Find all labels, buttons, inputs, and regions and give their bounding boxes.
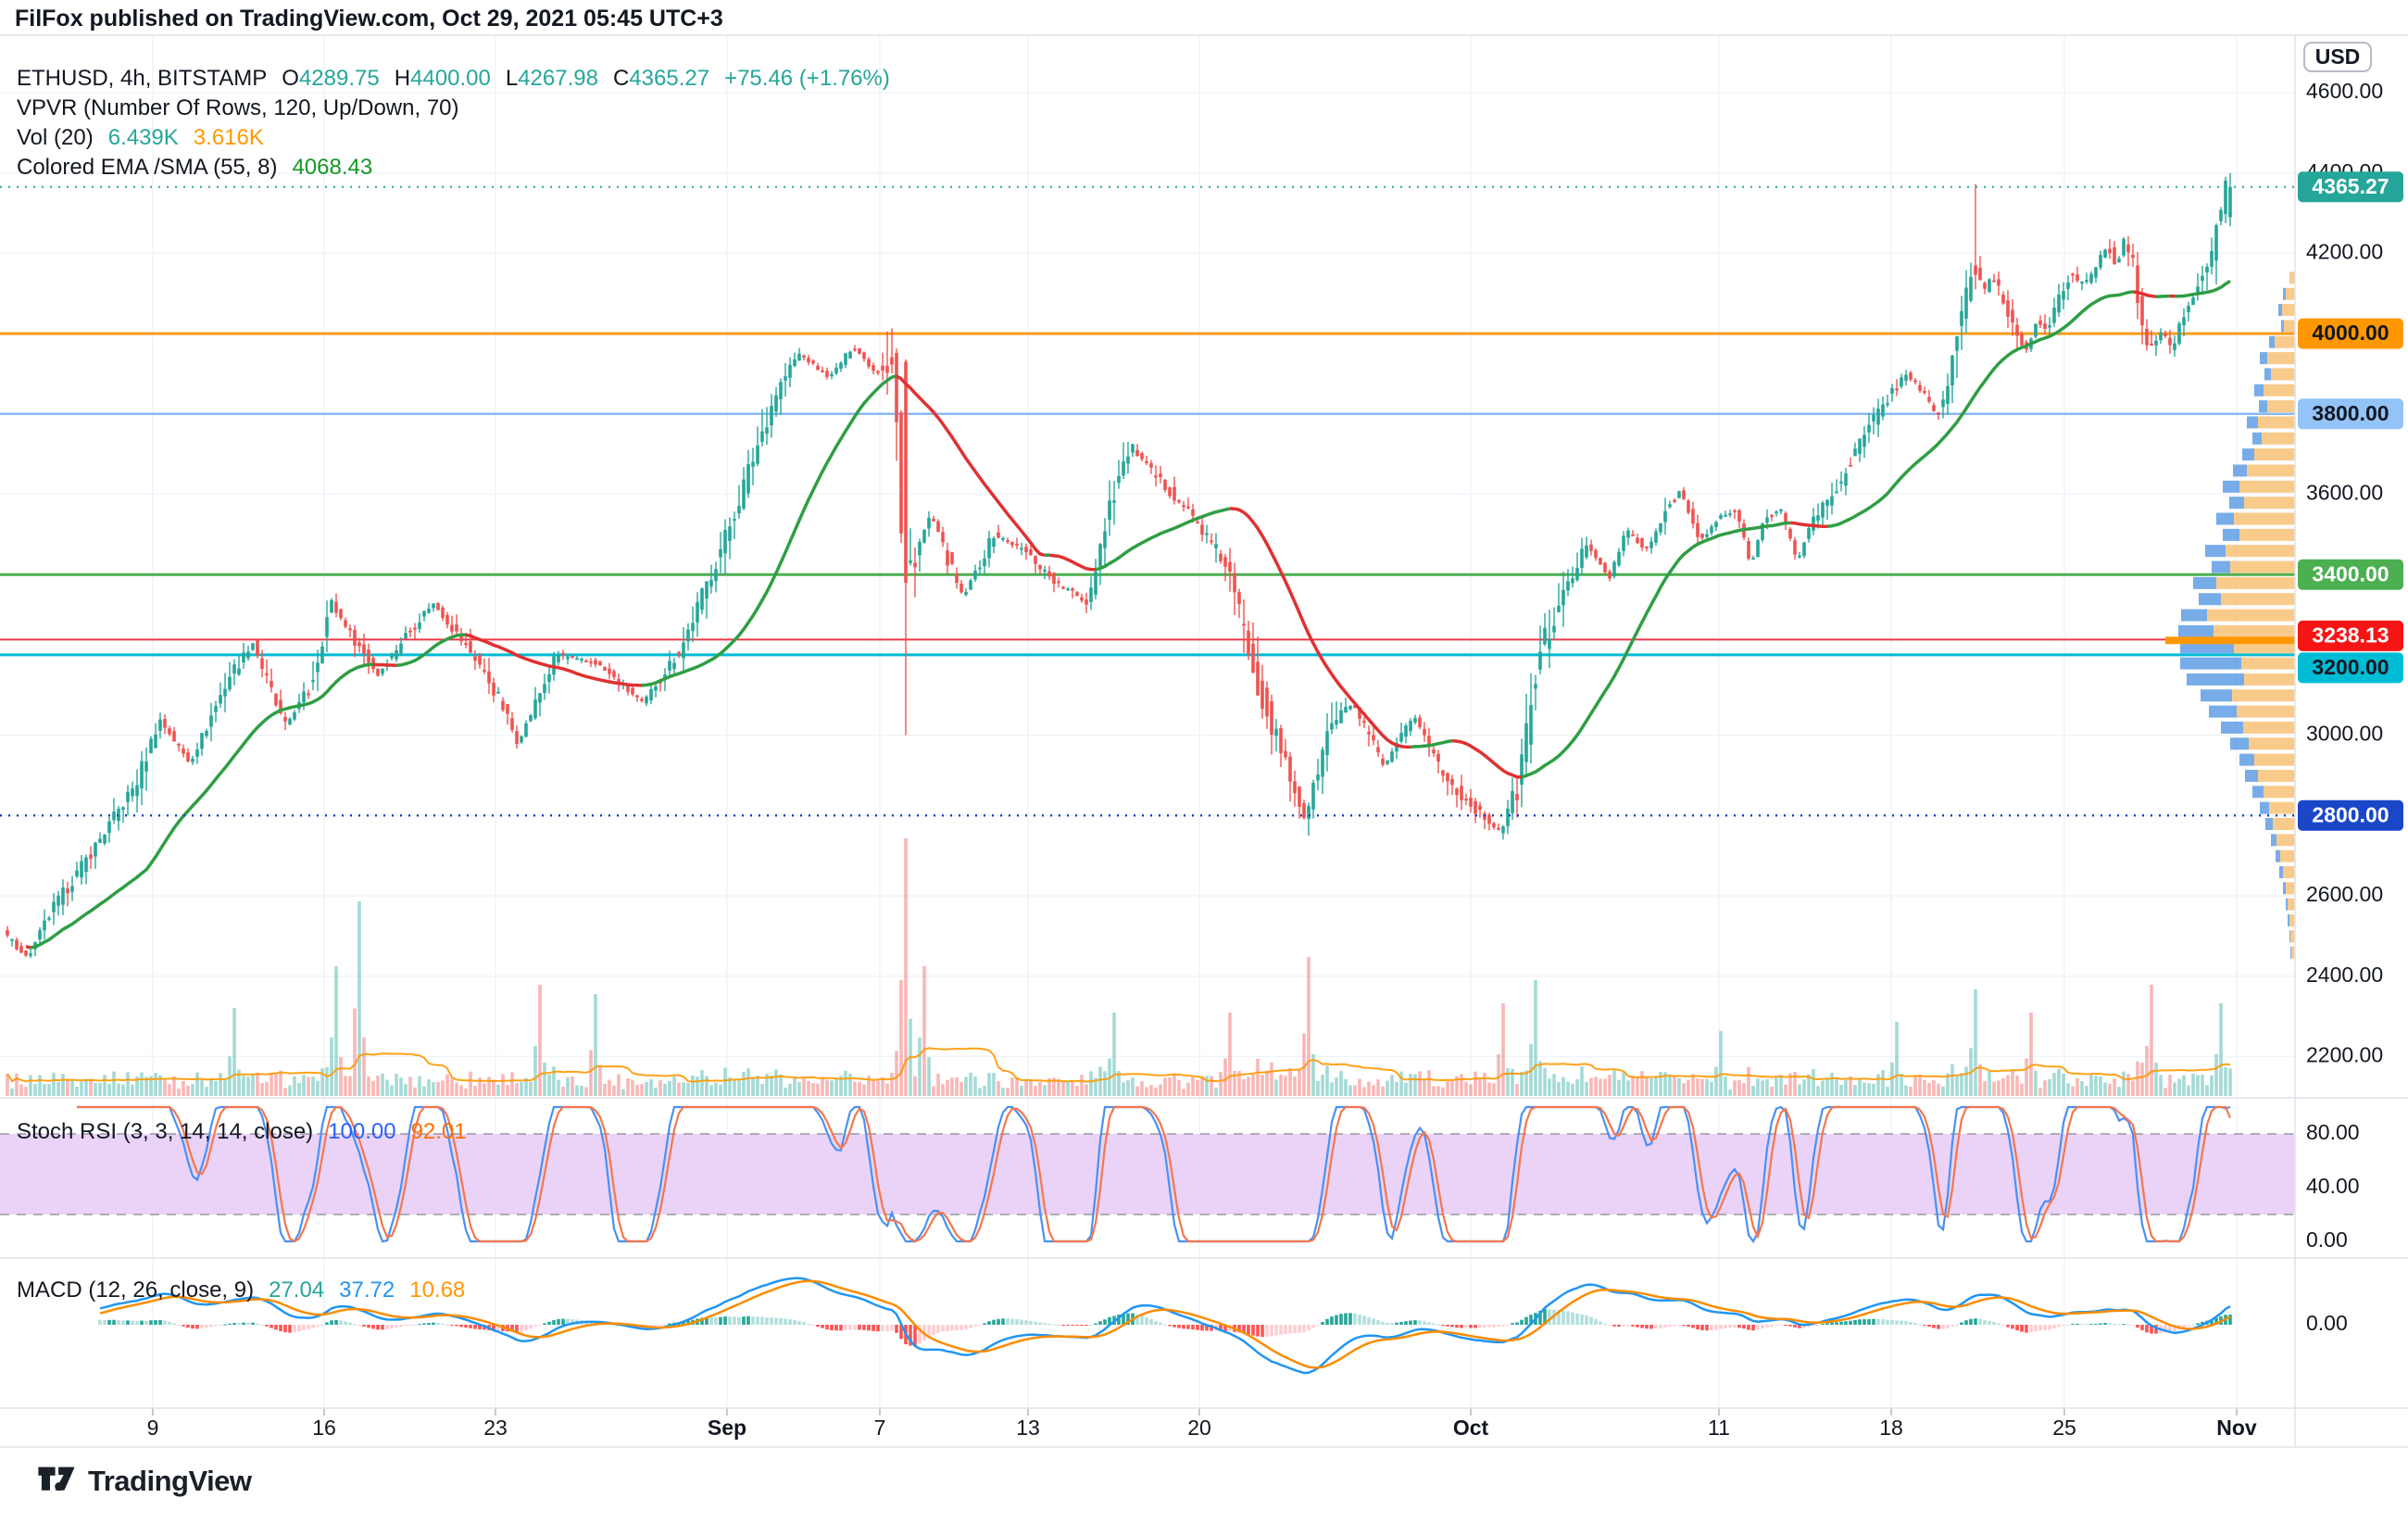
time-axis-label: Sep xyxy=(708,1416,746,1440)
time-axis[interactable] xyxy=(0,1408,2295,1447)
time-axis-label: 11 xyxy=(1708,1416,1730,1440)
time-axis-label: Nov xyxy=(2216,1416,2257,1440)
price-badge-label: 4365.27 xyxy=(2312,174,2389,198)
time-axis-label: 9 xyxy=(147,1416,159,1440)
price-tick-label: 2400.00 xyxy=(2306,963,2383,987)
published-header: FilFox published on TradingView.com, Oct… xyxy=(15,6,723,31)
vol-ma-value: 3.616K xyxy=(193,125,264,150)
price-badge-label: 3400.00 xyxy=(2312,561,2389,585)
price-tick-label: 4200.00 xyxy=(2306,239,2383,263)
price-level-badge xyxy=(2298,318,2403,349)
price-badge-label: 3200.00 xyxy=(2312,655,2389,679)
stoch-k-value: 100.00 xyxy=(328,1119,396,1144)
price-badge-label: 4000.00 xyxy=(2312,321,2389,345)
price-badge-label: 2800.00 xyxy=(2312,802,2389,826)
ohlc-low: L4267.98 xyxy=(505,66,598,91)
ema-indicator-label: Colored EMA /SMA (55, 8) xyxy=(17,155,278,180)
stoch-tick-label: 80.00 xyxy=(2306,1120,2360,1144)
macd-line-value: 37.72 xyxy=(339,1278,395,1303)
price-tick-label: 3000.00 xyxy=(2306,722,2383,746)
symbol-title: ETHUSD, 4h, BITSTAMP xyxy=(17,66,268,91)
macd-label: MACD (12, 26, close, 9) xyxy=(17,1278,255,1303)
main-legend-row-symbol[interactable]: ETHUSD, 4h, BITSTAMP O4289.75 H4400.00 L… xyxy=(17,66,890,92)
stoch-tick-label: 0.00 xyxy=(2306,1227,2348,1252)
price-badge-label: 3800.00 xyxy=(2312,401,2389,425)
ohlc-high: H4400.00 xyxy=(394,66,491,91)
macd-legend[interactable]: MACD (12, 26, close, 9) 27.04 37.72 10.6… xyxy=(17,1278,465,1303)
tradingview-glyph xyxy=(38,1466,75,1492)
main-legend-row-ema[interactable]: Colored EMA /SMA (55, 8) 4068.43 xyxy=(17,155,372,181)
tradingview-logo[interactable]: TradingView xyxy=(37,1464,252,1499)
vol-value: 6.439K xyxy=(107,125,179,150)
stoch-tick-label: 40.00 xyxy=(2306,1174,2360,1198)
ohlc-open: O4289.75 xyxy=(282,66,380,91)
price-badge-label: 3238.13 xyxy=(2312,623,2389,647)
stoch-rsi-legend[interactable]: Stoch RSI (3, 3, 14, 14, close) 100.00 9… xyxy=(17,1119,467,1145)
price-level-badge xyxy=(2298,559,2403,590)
price-level-badge xyxy=(2298,652,2403,684)
stoch-rsi-label: Stoch RSI (3, 3, 14, 14, close) xyxy=(17,1119,314,1144)
ohlc-close: C4365.27 xyxy=(612,66,710,91)
time-axis-label: 16 xyxy=(312,1416,336,1440)
time-axis-label: 23 xyxy=(483,1416,508,1440)
price-tick-label: 2600.00 xyxy=(2306,882,2383,906)
main-legend-row-vpvr[interactable]: VPVR (Number Of Rows, 120, Up/Down, 70) xyxy=(17,95,459,121)
main-legend-row-vol[interactable]: Vol (20) 6.439K 3.616K xyxy=(17,125,264,151)
price-tick-label: 2200.00 xyxy=(2306,1042,2383,1066)
price-tick-label: 3600.00 xyxy=(2306,481,2383,505)
time-axis-label: 7 xyxy=(874,1416,886,1440)
price-level-badge xyxy=(2298,620,2403,651)
time-axis-label: 18 xyxy=(1879,1416,1903,1440)
tradingview-wordmark: TradingView xyxy=(88,1465,252,1497)
macd-signal-value: 10.68 xyxy=(409,1278,466,1303)
macd-hist-value: 27.04 xyxy=(269,1278,325,1303)
price-level-badge xyxy=(2298,398,2403,430)
time-axis-label: 13 xyxy=(1016,1416,1040,1440)
time-axis-label: 25 xyxy=(2052,1416,2076,1440)
change-value: +75.46 (+1.76%) xyxy=(724,66,890,91)
stoch-d-value: 92.01 xyxy=(410,1119,467,1144)
ema-value: 4068.43 xyxy=(292,155,373,180)
time-axis-label: Oct xyxy=(1453,1416,1489,1440)
price-axis[interactable] xyxy=(2295,35,2408,1408)
price-tick-label: 4600.00 xyxy=(2306,79,2383,103)
currency-unit-button[interactable]: USD xyxy=(2303,42,2372,72)
price-level-badge xyxy=(2298,171,2403,203)
price-level-badge xyxy=(2298,799,2403,831)
vol-indicator-label: Vol (20) xyxy=(17,125,94,150)
time-axis-label: 20 xyxy=(1187,1416,1211,1440)
vpvr-indicator-label: VPVR (Number Of Rows, 120, Up/Down, 70) xyxy=(17,95,459,120)
macd-tick-label: 0.00 xyxy=(2306,1311,2348,1335)
